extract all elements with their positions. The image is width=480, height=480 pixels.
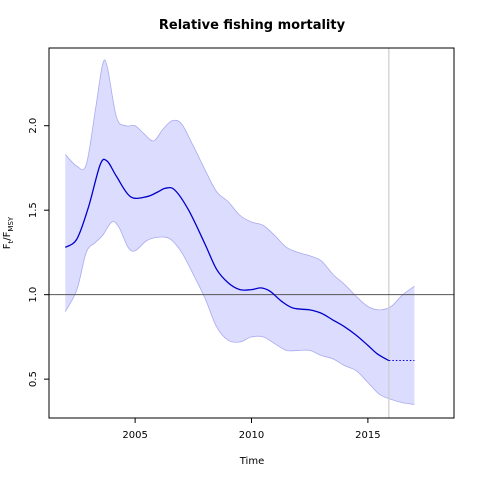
confidence-band-lower-edge <box>64 221 415 405</box>
y-tick-label-1: 1.0 <box>28 287 39 303</box>
plot-area <box>49 48 454 418</box>
x-tick-label-2010: 2010 <box>239 430 264 441</box>
y-tick-label-1.5: 1.5 <box>28 202 39 218</box>
y-axis: 0.5 1.0 1.5 2.0 <box>28 118 49 387</box>
confidence-band <box>65 59 415 405</box>
x-axis-label: Time <box>239 456 264 467</box>
series-estimate-line <box>64 158 390 362</box>
y-axis-label-sub-msy: MSY <box>7 216 15 231</box>
chart-title: Relative fishing mortality <box>159 18 346 33</box>
y-axis-label-sub-t: t <box>7 240 15 243</box>
confidence-band-upper-edge <box>64 59 415 311</box>
y-axis-label-mid: /F <box>2 231 13 240</box>
y-tick-label-0.5: 0.5 <box>28 371 39 387</box>
y-tick-label-2: 2.0 <box>28 118 39 134</box>
x-tick-label-2015: 2015 <box>355 430 380 441</box>
y-axis-label-main: F <box>2 243 13 249</box>
x-tick-label-2005: 2005 <box>122 430 147 441</box>
y-axis-label: Ft/FMSY <box>2 216 15 249</box>
x-axis: 2005 2010 2015 <box>122 418 381 441</box>
